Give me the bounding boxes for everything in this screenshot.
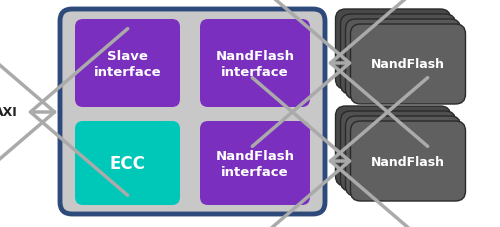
Text: Slave
interface: Slave interface	[94, 49, 162, 78]
FancyBboxPatch shape	[336, 106, 450, 186]
FancyBboxPatch shape	[60, 10, 325, 214]
FancyBboxPatch shape	[350, 121, 466, 201]
FancyBboxPatch shape	[350, 25, 466, 105]
FancyBboxPatch shape	[340, 15, 456, 95]
FancyBboxPatch shape	[200, 121, 310, 205]
Text: NandFlash
interface: NandFlash interface	[216, 149, 294, 178]
FancyBboxPatch shape	[346, 20, 461, 100]
Text: NandFlash
interface: NandFlash interface	[216, 49, 294, 78]
FancyBboxPatch shape	[336, 10, 450, 90]
Text: AXI: AXI	[0, 106, 18, 119]
Text: NandFlash: NandFlash	[371, 155, 445, 168]
FancyBboxPatch shape	[75, 121, 180, 205]
FancyBboxPatch shape	[340, 111, 456, 191]
FancyBboxPatch shape	[75, 20, 180, 108]
Text: ECC: ECC	[110, 154, 146, 172]
FancyBboxPatch shape	[200, 20, 310, 108]
FancyBboxPatch shape	[346, 116, 461, 196]
Text: NandFlash: NandFlash	[371, 58, 445, 71]
